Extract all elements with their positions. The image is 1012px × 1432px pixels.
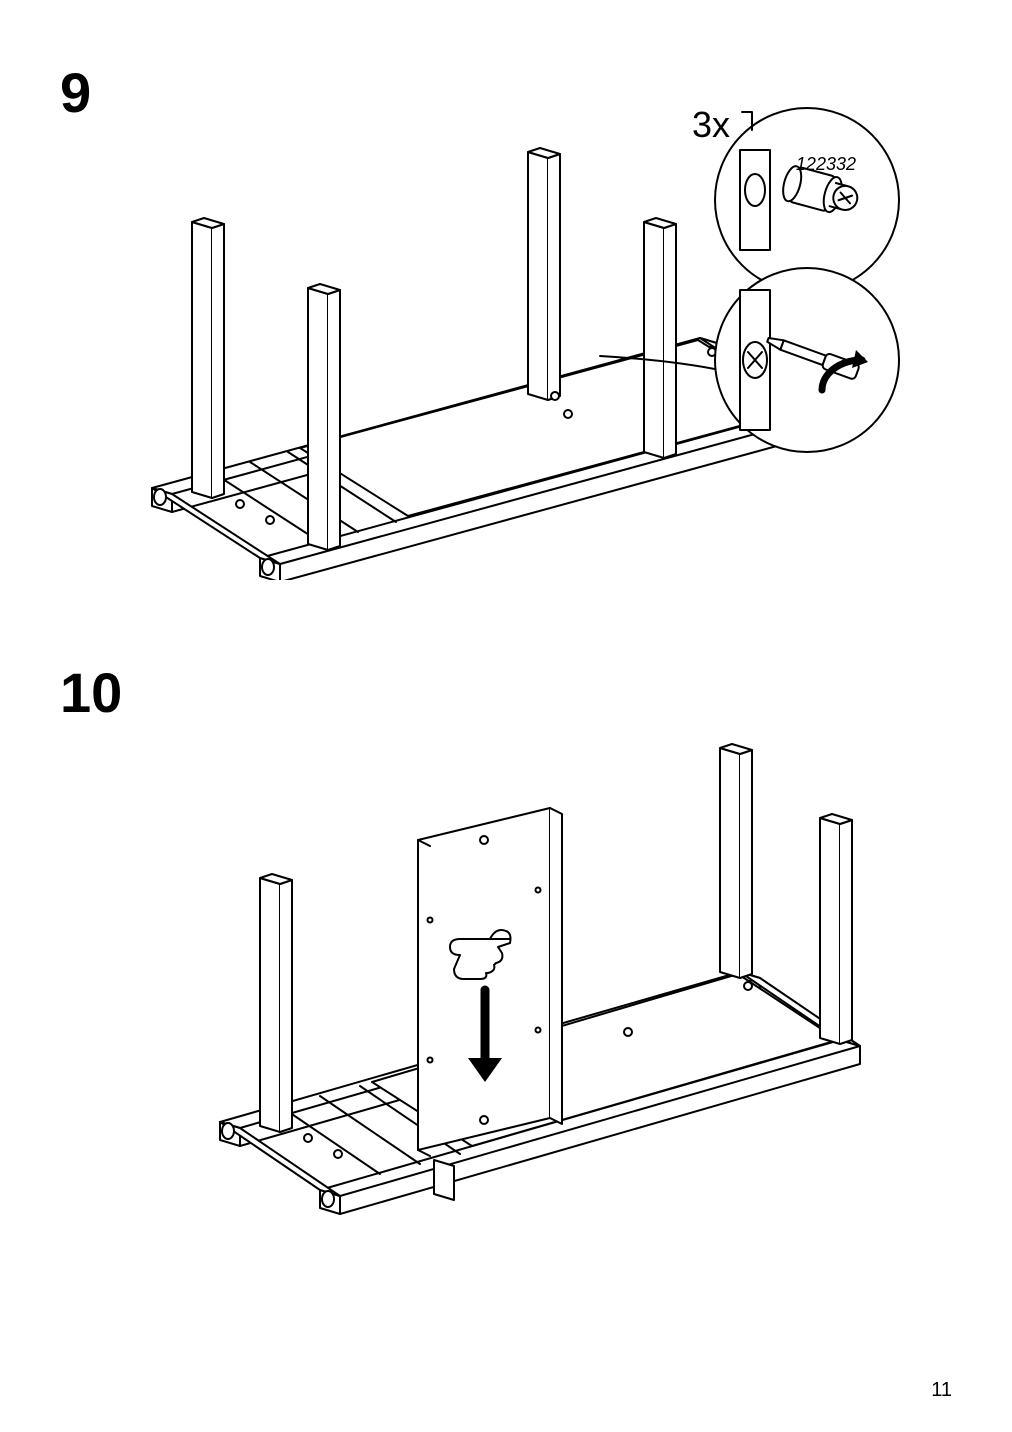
quantity-label: 3x: [692, 104, 730, 146]
step-10-illustration: [180, 720, 900, 1240]
callout-circles: [632, 90, 912, 470]
page-number: 11: [931, 1379, 952, 1402]
step-9: 9: [60, 60, 952, 660]
assembly-instruction-page: 9: [0, 0, 1012, 1432]
step-number-10: 10: [60, 660, 122, 725]
step-10: 10: [60, 660, 952, 1320]
frame-drawing-10: [180, 720, 900, 1240]
callout-group: 3x 122332: [632, 90, 912, 470]
part-number-label: 122332: [796, 154, 856, 175]
step-number-9: 9: [60, 60, 91, 125]
